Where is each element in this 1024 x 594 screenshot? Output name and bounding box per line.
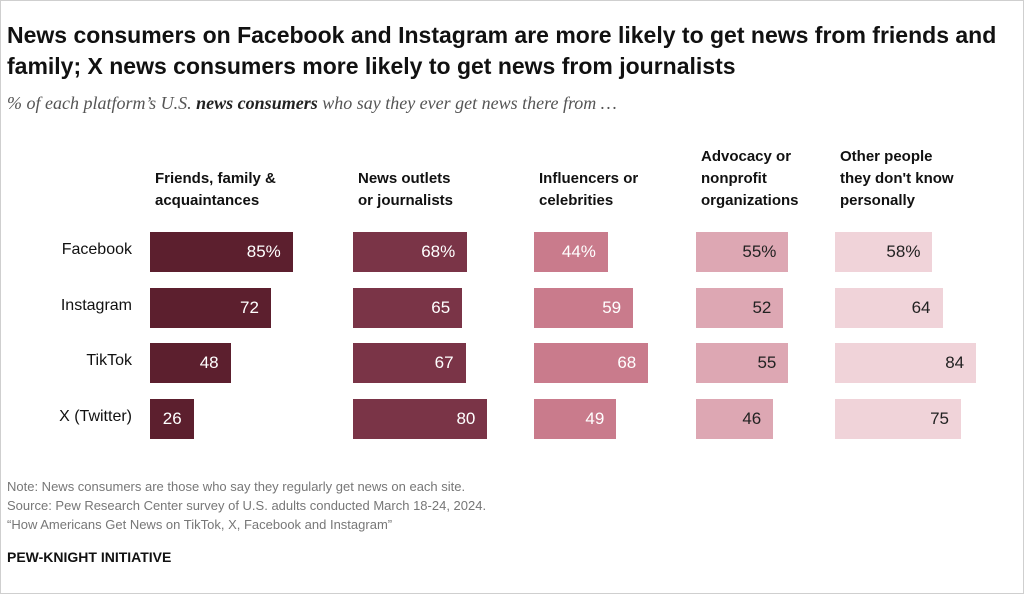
bar bbox=[534, 343, 649, 383]
note-text: Note: News consumers are those who say t… bbox=[7, 479, 466, 494]
bar bbox=[835, 288, 943, 328]
bar bbox=[353, 288, 463, 328]
bar-value-label: 85% bbox=[246, 242, 281, 261]
bar bbox=[534, 399, 617, 439]
bar bbox=[150, 343, 231, 383]
bar-value-label: 55 bbox=[757, 353, 777, 372]
subtitle-emphasis: news consumers bbox=[196, 93, 318, 113]
column-header: News outlets or journalists bbox=[358, 170, 454, 209]
bar-value-label: 49 bbox=[585, 409, 605, 428]
bar-value-label: 26 bbox=[162, 409, 182, 428]
bar bbox=[353, 343, 466, 383]
bar-value-label: 52 bbox=[752, 298, 772, 317]
bar bbox=[696, 399, 774, 439]
bar bbox=[150, 232, 293, 272]
chart-title: News consumers on Facebook and Instagram… bbox=[7, 22, 997, 79]
bar bbox=[534, 288, 634, 328]
source-text: Source: Pew Research Center survey of U.… bbox=[7, 498, 487, 513]
row-label: X (Twitter) bbox=[59, 408, 132, 425]
brand-label: PEW-KNIGHT INITIATIVE bbox=[7, 549, 172, 565]
row-label: Instagram bbox=[60, 297, 132, 314]
bar bbox=[150, 399, 194, 439]
row-label: Facebook bbox=[61, 241, 132, 258]
bar-value-label: 46 bbox=[742, 409, 762, 428]
subtitle-tail: who say they ever get news there from … bbox=[317, 93, 617, 113]
bar bbox=[150, 288, 271, 328]
bar bbox=[353, 399, 488, 439]
bar bbox=[696, 232, 789, 272]
bar-value-label: 44% bbox=[561, 242, 596, 261]
bar-value-label: 75 bbox=[930, 409, 949, 428]
bar-value-label: 55% bbox=[742, 242, 777, 261]
bar-value-label: 65 bbox=[431, 298, 451, 317]
row-label: TikTok bbox=[86, 352, 132, 369]
bar bbox=[835, 399, 961, 439]
bar-value-label: 68 bbox=[617, 353, 637, 372]
report-title-text: “How Americans Get News on TikTok, X, Fa… bbox=[7, 517, 393, 532]
bar-value-label: 59 bbox=[602, 298, 622, 317]
bar-value-label: 64 bbox=[911, 298, 931, 317]
bar bbox=[534, 232, 608, 272]
bar-value-label: 48 bbox=[199, 353, 219, 372]
bar bbox=[835, 343, 977, 383]
subtitle-lead: % of each platform’s U.S. bbox=[7, 93, 197, 113]
bar bbox=[835, 232, 933, 272]
bar-value-label: 68% bbox=[421, 242, 456, 261]
column-header: Advocacy or nonprofit organizations bbox=[701, 148, 799, 209]
column-header: Influencers or celebrities bbox=[539, 170, 639, 209]
column-header: Other people they don't know personally bbox=[840, 148, 954, 209]
column-header: Friends, family & acquaintances bbox=[155, 170, 276, 209]
bar-value-label: 80 bbox=[456, 409, 476, 428]
bar bbox=[353, 232, 468, 272]
bar-value-label: 84 bbox=[945, 353, 965, 372]
bar-value-label: 72 bbox=[240, 298, 259, 317]
bar-value-label: 67 bbox=[434, 353, 454, 372]
chart-subtitle: % of each platform’s U.S. news consumers… bbox=[7, 93, 617, 114]
bar-value-label: 58% bbox=[886, 242, 921, 261]
bar bbox=[696, 288, 784, 328]
bar bbox=[696, 343, 789, 383]
